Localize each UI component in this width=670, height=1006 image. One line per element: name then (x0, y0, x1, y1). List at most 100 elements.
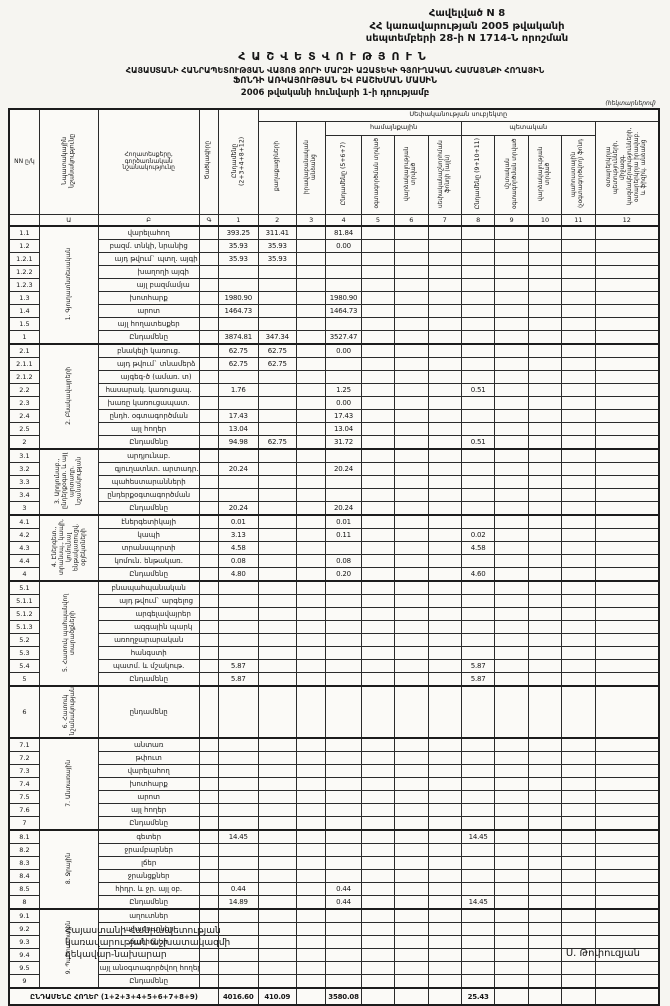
value-cell-col6 (395, 844, 428, 857)
row-code-cell: 7 (9, 817, 39, 831)
value-cell-col2 (258, 305, 296, 318)
report-date: 2006 թվականի հունվարի 1-ի դրությամբ (8, 88, 662, 98)
section-group-label: 7. Անտառային (39, 738, 98, 830)
value-cell-col10 (528, 896, 561, 910)
row-code-cell: 5.4 (9, 660, 39, 673)
value-cell-col9 (495, 883, 528, 896)
value-cell-col7 (428, 529, 461, 542)
value-cell-col1 (219, 371, 258, 384)
value-cell-col6 (395, 436, 428, 450)
value-cell-col8 (461, 778, 494, 791)
col-header-state-total: Ընդամենը (9+10+11) (461, 135, 494, 215)
col-header-citizens: քաղաքացիների (258, 121, 296, 215)
value-cell-col8 (461, 344, 494, 358)
value-cell-col5 (361, 857, 394, 870)
row-codecol-cell (199, 489, 218, 502)
value-cell-col10 (528, 844, 561, 857)
value-cell-col10 (528, 752, 561, 765)
row-label-cell: ընդհ. օգտագործման (98, 410, 199, 423)
value-cell-col5 (361, 463, 394, 476)
value-cell-col9 (495, 279, 528, 292)
value-cell-col11 (562, 844, 595, 857)
value-cell-col5 (361, 778, 394, 791)
col-header-community-total: Ընդամենը (5+6+7) (326, 135, 361, 215)
value-cell-col3 (296, 883, 325, 896)
row-label-cell: այդ թվում` պտղ. այգի (98, 253, 199, 266)
value-cell-col9 (495, 738, 528, 752)
value-cell-col4 (326, 253, 361, 266)
value-cell-col8 (461, 292, 494, 305)
table-header: NN ը/կ Նպատակային նշանակությունը Հողատես… (9, 109, 659, 227)
col-header-privatization-fund: սեփականաշնորհման ֆոնդի (այլն) (428, 135, 461, 215)
value-cell-col5 (361, 292, 394, 305)
value-cell-col5 (361, 844, 394, 857)
value-cell-col6 (395, 384, 428, 397)
value-cell-col12 (595, 226, 659, 240)
value-cell-col6 (395, 634, 428, 647)
row-codecol-cell (199, 896, 218, 910)
value-cell-col6 (395, 423, 428, 436)
value-cell-col4: 1464.73 (326, 305, 361, 318)
value-cell-col2 (258, 292, 296, 305)
value-cell-col11 (562, 371, 595, 384)
value-cell-col6 (395, 765, 428, 778)
value-cell-col1 (219, 962, 258, 975)
value-cell-col6 (395, 817, 428, 831)
value-cell-col10 (528, 621, 561, 634)
value-cell-col11 (562, 962, 595, 975)
row-label-cell: կոմուն. ենթակառ. (98, 555, 199, 568)
section-group-label: 3. Արդյունաբ., ընդերքօգտ. և այլ արտադր. … (39, 449, 98, 515)
value-cell-col10 (528, 423, 561, 436)
value-cell-col3 (296, 870, 325, 883)
value-cell-col11 (562, 358, 595, 371)
value-cell-col1 (219, 581, 258, 595)
value-cell-col3 (296, 673, 325, 687)
value-cell-col8 (461, 844, 494, 857)
value-cell-col12 (595, 515, 659, 529)
row-label-cell: վարելահող (98, 226, 199, 240)
value-cell-col9 (495, 804, 528, 817)
value-cell-col8: 0.02 (461, 529, 494, 542)
value-cell-col10 (528, 226, 561, 240)
value-cell-col9 (495, 870, 528, 883)
value-cell-col3 (296, 581, 325, 595)
value-cell-col6 (395, 371, 428, 384)
row-code-cell: 8.5 (9, 883, 39, 896)
value-cell-col7 (428, 817, 461, 831)
value-cell-col12 (595, 344, 659, 358)
value-cell-col1: 35.93 (219, 240, 258, 253)
value-cell-col8 (461, 279, 494, 292)
value-cell-col6 (395, 226, 428, 240)
value-cell-col10 (528, 857, 561, 870)
row-label-cell: խառը կառուցապատ. (98, 397, 199, 410)
value-cell-col6 (395, 857, 428, 870)
value-cell-col3 (296, 266, 325, 279)
value-cell-col6 (395, 870, 428, 883)
value-cell-col4 (326, 542, 361, 555)
units-note: (հեկտարներով) (605, 100, 656, 107)
value-cell-col2 (258, 673, 296, 687)
value-cell-col1: 5.87 (219, 673, 258, 687)
value-cell-col8 (461, 883, 494, 896)
row-codecol-cell (199, 660, 218, 673)
value-cell-col9 (495, 423, 528, 436)
value-cell-col9 (495, 266, 528, 279)
value-cell-col7 (428, 226, 461, 240)
section-group-label: 5. Հատուկ պահպանվող տարածքների (39, 581, 98, 686)
value-cell-col8 (461, 423, 494, 436)
value-cell-col9 (495, 358, 528, 371)
value-cell-col11 (562, 502, 595, 516)
value-cell-col9 (495, 449, 528, 463)
value-cell-col9 (495, 621, 528, 634)
value-cell-col12 (595, 279, 659, 292)
value-cell-col4 (326, 778, 361, 791)
row-code-cell: 8.4 (9, 870, 39, 883)
value-cell-col11 (562, 647, 595, 660)
value-cell-col2 (258, 857, 296, 870)
